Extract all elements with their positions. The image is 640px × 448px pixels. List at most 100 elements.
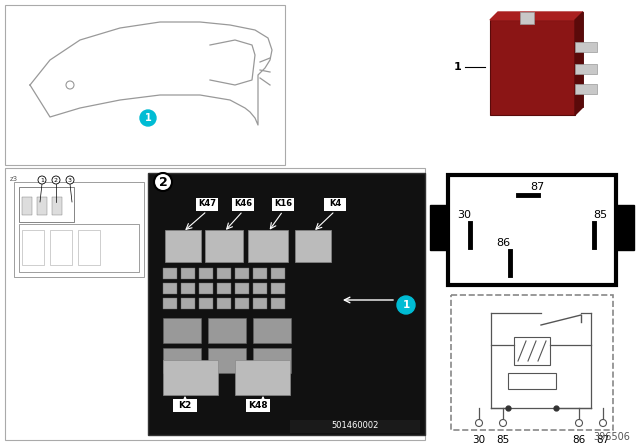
Text: 1: 1 — [454, 62, 462, 72]
Text: 396506: 396506 — [593, 432, 630, 442]
Text: 30: 30 — [472, 435, 486, 445]
Bar — [508, 373, 556, 389]
Bar — [490, 20, 575, 115]
Text: 87: 87 — [530, 182, 544, 192]
Bar — [22, 230, 44, 265]
Text: 86: 86 — [572, 435, 586, 445]
Circle shape — [499, 419, 506, 426]
Circle shape — [140, 110, 156, 126]
Bar — [14, 182, 144, 277]
Bar — [498, 12, 583, 107]
Bar — [181, 283, 195, 294]
Bar — [253, 348, 291, 373]
Text: 2: 2 — [54, 177, 58, 182]
Circle shape — [575, 419, 582, 426]
Circle shape — [154, 173, 172, 191]
Bar — [196, 198, 218, 211]
Bar — [575, 84, 597, 94]
Bar — [208, 318, 246, 343]
Bar — [205, 230, 243, 262]
Bar — [181, 268, 195, 279]
Text: 1: 1 — [145, 113, 152, 123]
Bar — [514, 337, 550, 365]
Bar — [163, 360, 218, 395]
Bar — [208, 348, 246, 373]
Text: K47: K47 — [198, 199, 216, 208]
Bar — [253, 298, 267, 309]
Text: 87: 87 — [596, 435, 610, 445]
Bar — [50, 230, 72, 265]
Bar — [235, 268, 249, 279]
Bar — [163, 318, 201, 343]
Bar — [199, 268, 213, 279]
Text: z3: z3 — [10, 176, 18, 182]
Text: 86: 86 — [496, 238, 510, 248]
Text: K4: K4 — [329, 199, 341, 208]
Bar — [235, 360, 290, 395]
Circle shape — [476, 419, 483, 426]
Bar — [253, 268, 267, 279]
Circle shape — [52, 176, 60, 184]
Text: K48: K48 — [248, 401, 268, 409]
Bar — [448, 175, 616, 285]
Bar — [78, 230, 100, 265]
Text: 85: 85 — [593, 210, 607, 220]
Bar — [165, 230, 201, 262]
Bar — [248, 230, 288, 262]
Bar — [295, 230, 331, 262]
Circle shape — [600, 419, 607, 426]
Bar — [19, 224, 139, 272]
Circle shape — [38, 176, 46, 184]
Circle shape — [397, 296, 415, 314]
Bar — [217, 283, 231, 294]
Bar — [246, 399, 270, 412]
Text: 2: 2 — [159, 176, 168, 189]
Bar — [235, 283, 249, 294]
Bar — [272, 198, 294, 211]
Bar — [163, 298, 177, 309]
Bar — [616, 205, 634, 250]
Bar — [37, 197, 47, 215]
Bar — [163, 283, 177, 294]
Text: K2: K2 — [179, 401, 191, 409]
Bar — [173, 399, 197, 412]
Text: 85: 85 — [497, 435, 509, 445]
Bar — [451, 295, 613, 430]
Text: 1: 1 — [403, 300, 410, 310]
Bar — [575, 42, 597, 52]
Bar — [430, 205, 448, 250]
Bar — [217, 268, 231, 279]
Bar — [253, 283, 267, 294]
Bar — [5, 5, 285, 165]
Bar — [520, 12, 534, 24]
Bar — [290, 420, 420, 433]
Bar — [163, 348, 201, 373]
Bar — [232, 198, 254, 211]
Bar — [271, 283, 285, 294]
Polygon shape — [575, 12, 583, 115]
Bar — [5, 168, 425, 440]
Bar — [324, 198, 346, 211]
Text: 1: 1 — [40, 177, 44, 182]
Bar — [52, 197, 62, 215]
Bar — [22, 197, 32, 215]
Bar — [235, 298, 249, 309]
Polygon shape — [490, 12, 583, 20]
Bar — [199, 283, 213, 294]
Text: 3: 3 — [68, 177, 72, 182]
Bar — [253, 318, 291, 343]
Bar — [271, 298, 285, 309]
Bar — [163, 268, 177, 279]
Bar — [217, 298, 231, 309]
Text: 30: 30 — [457, 210, 471, 220]
Text: K16: K16 — [274, 199, 292, 208]
Text: K46: K46 — [234, 199, 252, 208]
Bar — [575, 64, 597, 74]
Bar — [148, 173, 425, 435]
Bar — [19, 187, 74, 222]
Bar — [181, 298, 195, 309]
Bar — [199, 298, 213, 309]
Circle shape — [66, 176, 74, 184]
Text: 501460002: 501460002 — [332, 422, 379, 431]
Bar — [271, 268, 285, 279]
